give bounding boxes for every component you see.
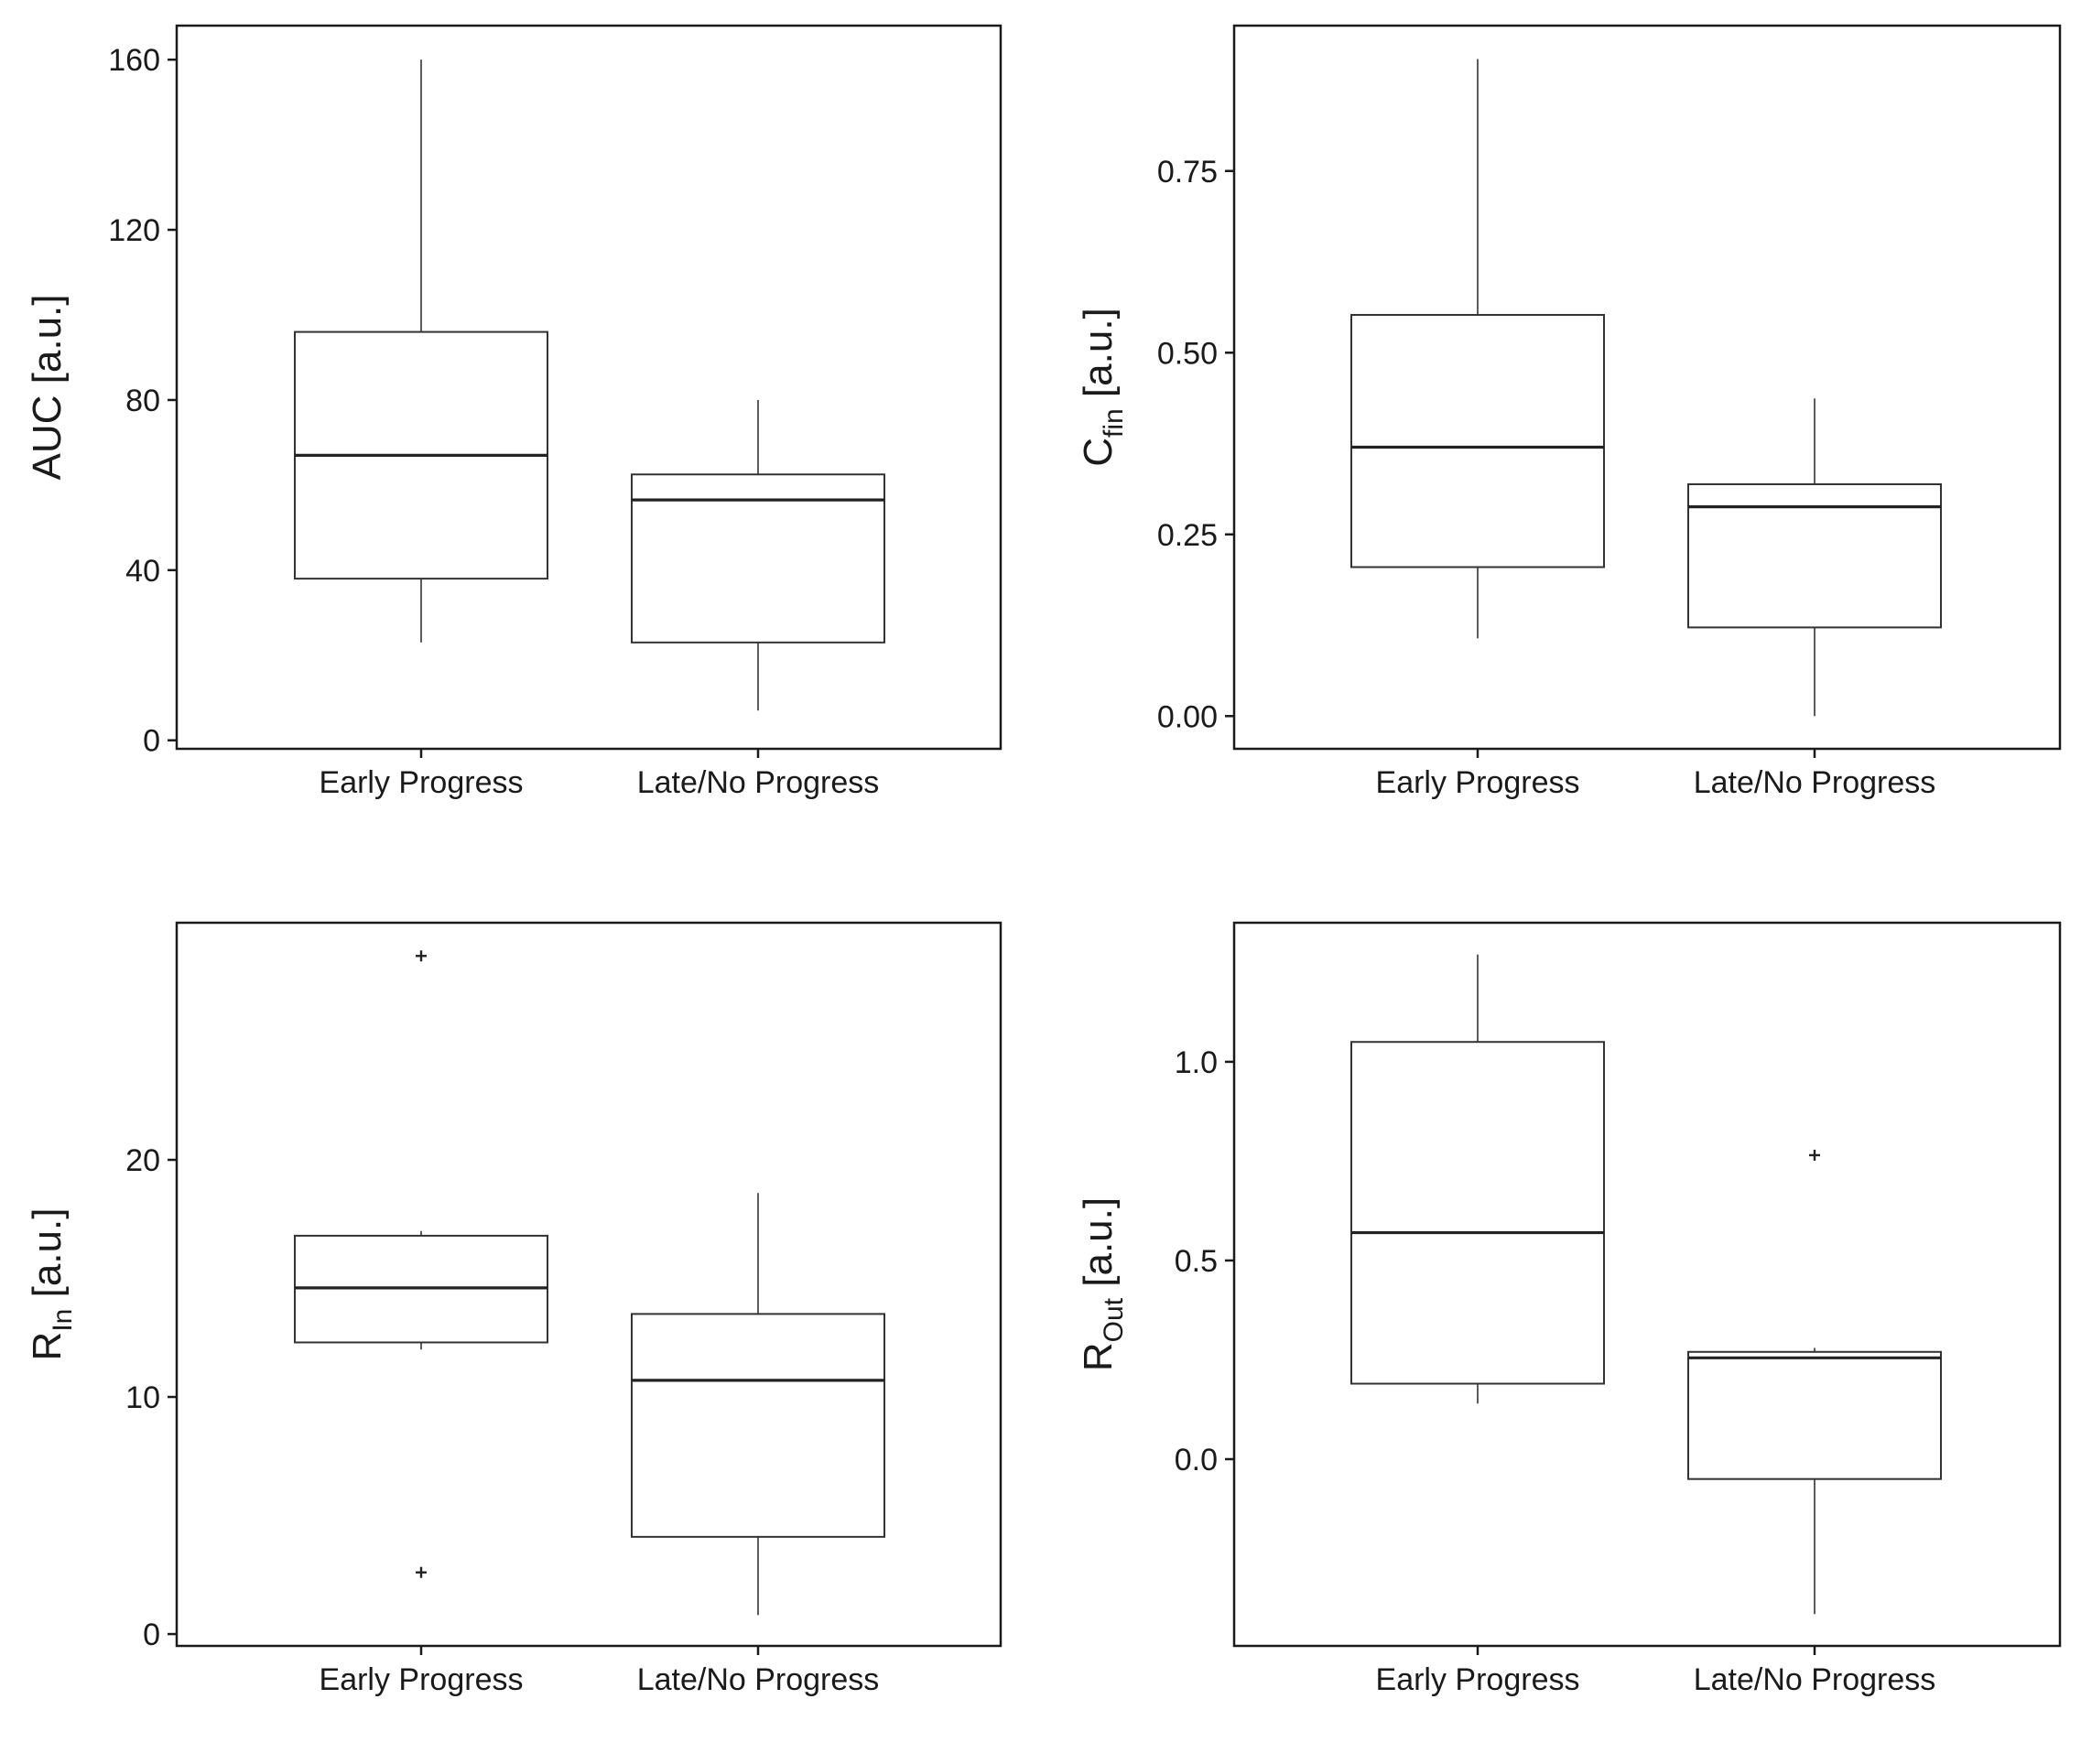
box-late-no-progress: [631, 1193, 885, 1616]
y-axis-label: Cfin [a.u.]: [1076, 308, 1129, 467]
iqr-box: [1687, 1350, 1942, 1480]
x-tick-label: Late/No Progress: [1694, 765, 1936, 800]
outlier-point: [1809, 1149, 1820, 1161]
chart-panel-4: 0.0 0.5 1.0 Early Progress Late/No Progress R…: [1076, 921, 2062, 1697]
outlier-point: [416, 1566, 427, 1578]
y-tick-label: 20: [125, 1143, 160, 1178]
box-late-no-progress: [631, 399, 885, 711]
x-tick-label: Early Progress: [320, 765, 524, 800]
iqr-box: [631, 1313, 885, 1538]
plot-frame: [175, 921, 1003, 1648]
box-early-progress: [1350, 954, 1605, 1404]
plot-frame: [1232, 24, 2062, 751]
x-tick-label: Early Progress: [1376, 765, 1580, 800]
y-tick-label: 0: [143, 1618, 160, 1652]
x-tick-label: Late/No Progress: [637, 1662, 880, 1697]
y-tick-label: 1.0: [1175, 1045, 1218, 1080]
y-tick-label: 10: [125, 1380, 160, 1415]
y-tick-label: 120: [108, 213, 160, 248]
y-tick-label: 0.75: [1157, 155, 1218, 189]
box-early-progress: [1350, 59, 1605, 639]
y-tick-label: 40: [125, 554, 160, 589]
chart-panel-1: 0 40 80 120 160 Early Progress Late/No Progres…: [25, 24, 1003, 800]
box-late-no-progress: [1687, 1149, 1942, 1615]
x-tick-label: Late/No Progress: [1694, 1662, 1936, 1697]
x-tick-label: Late/No Progress: [637, 765, 880, 800]
chart-panel-3: 0 10 20 Early Progress Late/No Progress RIn […: [25, 921, 1003, 1697]
chart-panel-2: 0.00 0.25 0.50 0.75 Early Progress Late/No Pr…: [1076, 24, 2062, 800]
plot-frame: [175, 24, 1003, 751]
y-tick-label: 0.25: [1157, 518, 1218, 553]
iqr-box: [1350, 314, 1605, 568]
y-tick-label: 0.0: [1175, 1443, 1218, 1477]
x-tick-label: Early Progress: [1376, 1662, 1580, 1697]
outlier-point: [416, 950, 427, 962]
box-late-no-progress: [1687, 398, 1942, 717]
y-tick-label: 0.5: [1175, 1244, 1218, 1279]
x-tick-label: Early Progress: [320, 1662, 524, 1697]
y-tick-label: 0: [143, 724, 160, 759]
y-axis-label: ROut [a.u.]: [1076, 1197, 1129, 1371]
y-axis-label: AUC [a.u.]: [25, 295, 70, 481]
y-tick-label: 0.50: [1157, 336, 1218, 371]
y-tick-label: 0.00: [1157, 699, 1218, 734]
box-early-progress: [294, 60, 548, 643]
iqr-box: [1350, 1041, 1605, 1385]
iqr-box: [631, 473, 885, 644]
y-tick-label: 160: [108, 43, 160, 78]
y-tick-label: 80: [125, 384, 160, 418]
box-early-progress: [294, 950, 548, 1578]
plot-frame: [1232, 921, 2062, 1648]
y-axis-label: RIn [a.u.]: [25, 1208, 78, 1361]
